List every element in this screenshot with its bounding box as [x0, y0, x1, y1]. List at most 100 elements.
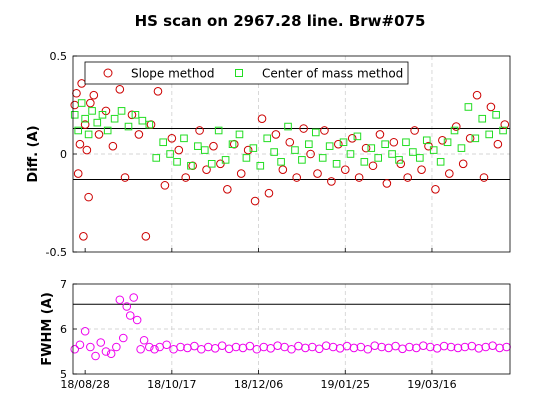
top-square-point: [429, 146, 438, 154]
top-square-point: [284, 122, 292, 131]
top-circle-point: [94, 130, 104, 139]
top-square-point: [110, 114, 119, 123]
top-square-point: [138, 116, 147, 125]
top-circle-point: [313, 169, 322, 178]
top-square-point: [450, 126, 459, 135]
bottom-circle-point: [70, 344, 80, 354]
bottom-circle-point: [245, 341, 255, 351]
top-square-point: [332, 160, 341, 168]
top-square-point: [180, 134, 188, 143]
top-circle-point: [354, 173, 364, 182]
top-circle-point: [75, 139, 85, 149]
top-circle-point: [396, 159, 406, 169]
top-square-point: [277, 158, 285, 166]
top-y-tick-label: -0.5: [46, 246, 67, 259]
top-square-point: [492, 111, 500, 119]
bottom-circle-point: [91, 351, 100, 361]
top-circle-point: [264, 188, 274, 198]
top-circle-point: [479, 173, 489, 182]
top-square-point: [360, 158, 369, 166]
top-circle-point: [320, 126, 329, 135]
top-square-point: [200, 146, 209, 154]
top-square-point: [103, 126, 112, 135]
top-circle-point: [120, 173, 130, 182]
top-circle-point: [493, 139, 503, 149]
legend-center-label: Center of mass method: [262, 67, 403, 81]
top-square-point: [152, 154, 161, 162]
top-square-point: [131, 111, 140, 119]
top-square-point: [207, 160, 216, 168]
top-square-point: [242, 154, 251, 162]
top-square-point: [388, 150, 396, 158]
top-square-point: [74, 126, 83, 135]
top-y-ticks: -0.5 0 0.5: [46, 50, 77, 259]
top-circle-point: [347, 134, 357, 143]
bottom-circle-point: [405, 342, 414, 352]
top-circle-point: [202, 165, 211, 174]
top-square-point: [98, 111, 107, 119]
top-circle-point: [431, 184, 440, 194]
top-circle-point: [108, 141, 118, 151]
bottom-circle-point: [106, 349, 116, 359]
top-square-point: [214, 126, 223, 135]
top-circle-point: [438, 135, 447, 145]
top-square-point: [346, 150, 355, 158]
bottom-circle-point: [112, 342, 121, 352]
top-circle-point: [382, 179, 392, 188]
bottom-circle-point: [190, 341, 199, 351]
top-circle-point: [368, 161, 378, 171]
top-circle-point: [84, 192, 93, 202]
top-circle-point: [223, 184, 232, 194]
top-circle-point: [216, 159, 225, 169]
top-square-point: [416, 154, 424, 162]
top-circle-point: [292, 173, 302, 182]
bottom-circle-point: [176, 342, 185, 352]
top-square-point: [478, 114, 487, 123]
bottom-x-tick-label: 18/08/28: [60, 378, 109, 391]
top-circle-point: [115, 85, 125, 94]
top-circle-point: [271, 130, 281, 139]
top-circle-point: [153, 86, 163, 96]
top-square-point: [173, 158, 181, 166]
top-y-tick-label: 0.5: [50, 50, 68, 63]
top-y-tick-label: 0: [60, 148, 67, 161]
bottom-x-ticks: 18/08/28 18/10/17 18/12/06 19/01/25 19/03/16: [60, 370, 457, 391]
top-square-point: [381, 140, 389, 148]
bottom-circle-point: [314, 344, 324, 354]
top-square-point: [367, 144, 376, 152]
top-circle-point: [174, 145, 184, 155]
bottom-circle-point: [80, 326, 90, 336]
top-square-point: [353, 132, 362, 141]
top-square-point: [84, 130, 93, 139]
top-square-point: [145, 120, 154, 129]
top-square-point: [221, 156, 230, 164]
top-circle-point: [299, 124, 308, 133]
bottom-y-ticks: 5 6 7: [60, 278, 77, 381]
top-circle-point: [243, 145, 253, 155]
top-circle-point: [465, 134, 475, 143]
chart-title: HS scan on 2967.28 line. Brw#075: [135, 12, 426, 30]
top-circle-point: [80, 120, 90, 129]
top-square-point: [402, 138, 410, 147]
top-circle-point: [458, 159, 468, 169]
top-square-point: [305, 140, 313, 148]
center-of-mass-series: [70, 99, 507, 170]
bottom-x-tick-label: 18/10/17: [147, 378, 196, 391]
top-circle-point: [389, 137, 399, 147]
top-circle-point: [209, 141, 218, 151]
bottom-circle-point: [460, 342, 470, 352]
top-circle-point: [229, 139, 239, 149]
bottom-circle-point: [453, 343, 463, 353]
top-square-point: [88, 107, 96, 115]
top-circle-point: [403, 173, 412, 182]
top-circle-point: [89, 90, 99, 100]
bottom-circle-point: [101, 347, 111, 356]
top-square-point: [499, 126, 507, 135]
slope-series: [70, 79, 510, 241]
top-circle-point: [451, 122, 461, 131]
top-square-point: [471, 134, 480, 143]
bottom-circle-point: [363, 344, 373, 354]
top-square-point: [311, 128, 320, 137]
top-circle-point: [195, 126, 204, 135]
top-y-axis-label: Diff. (A): [26, 125, 41, 182]
